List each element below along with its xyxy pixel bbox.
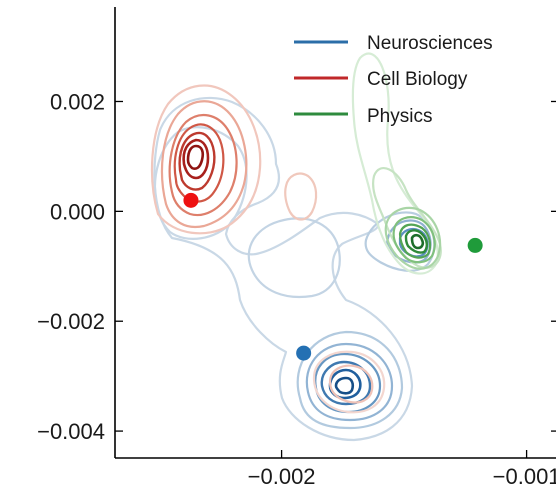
y-tick-label: −0.004: [37, 419, 105, 444]
cell-contour-1: [182, 138, 210, 180]
y-tick-label: 0.000: [50, 199, 105, 224]
physics-contours: [351, 52, 442, 275]
x-axis-ticks: −0.002 −0.001: [248, 450, 556, 489]
neuro-contour-cluster-2: [320, 360, 372, 406]
legend-label-physics: Physics: [367, 106, 432, 127]
physics-contour-1: [404, 229, 428, 254]
physics-contour-3: [392, 216, 436, 264]
neuro-contour-right-3: [364, 211, 436, 272]
neuro-contour-outer: [153, 96, 414, 442]
cell-biology-highlight-point: [183, 192, 199, 208]
neuro-contour-left: [153, 126, 248, 240]
physics-contour-plume: [351, 52, 439, 275]
y-tick-label: −0.002: [37, 309, 105, 334]
x-tick-label: −0.002: [248, 464, 316, 489]
physics-contour-0: [410, 233, 425, 250]
cell-contour-2: [178, 131, 216, 191]
legend-label-cell-biology: Cell Biology: [367, 69, 468, 90]
neuro-contour-cluster-5: [296, 330, 404, 430]
cell-contour-5: [160, 100, 248, 229]
cell-biology-contours: [150, 84, 386, 414]
legend-label-neurosciences: Neurosciences: [367, 33, 493, 54]
neurosciences-contours: [153, 96, 436, 442]
neuro-contour-cluster-4: [305, 342, 394, 422]
plot-area: [150, 52, 483, 442]
cell-contour-4: [168, 113, 238, 217]
cell-contour-cluster-outer: [312, 350, 386, 414]
physics-contour-2: [398, 223, 432, 259]
cell-contour-middle: [284, 172, 318, 221]
neurosciences-highlight-point: [296, 345, 312, 361]
physics-highlight-point: [467, 237, 483, 253]
cell-contour-6: [150, 84, 262, 235]
neuro-contour-cluster-0: [334, 376, 355, 395]
physics-contour-plume-2: [372, 167, 442, 269]
x-tick-label: −0.001: [493, 464, 556, 489]
cell-contour-cluster-inner: [328, 364, 374, 404]
neuro-contour-mid: [247, 217, 341, 298]
physics-contour-4: [384, 206, 442, 270]
cell-contour-0: [186, 144, 205, 171]
neuro-contour-cluster-3: [314, 352, 382, 414]
y-tick-label: 0.002: [50, 89, 105, 114]
legend: Neurosciences Cell Biology Physics: [294, 33, 493, 127]
cell-contour-3: [173, 123, 225, 203]
y-axis-ticks: 0.002 0.000 −0.002 −0.004: [37, 89, 556, 444]
